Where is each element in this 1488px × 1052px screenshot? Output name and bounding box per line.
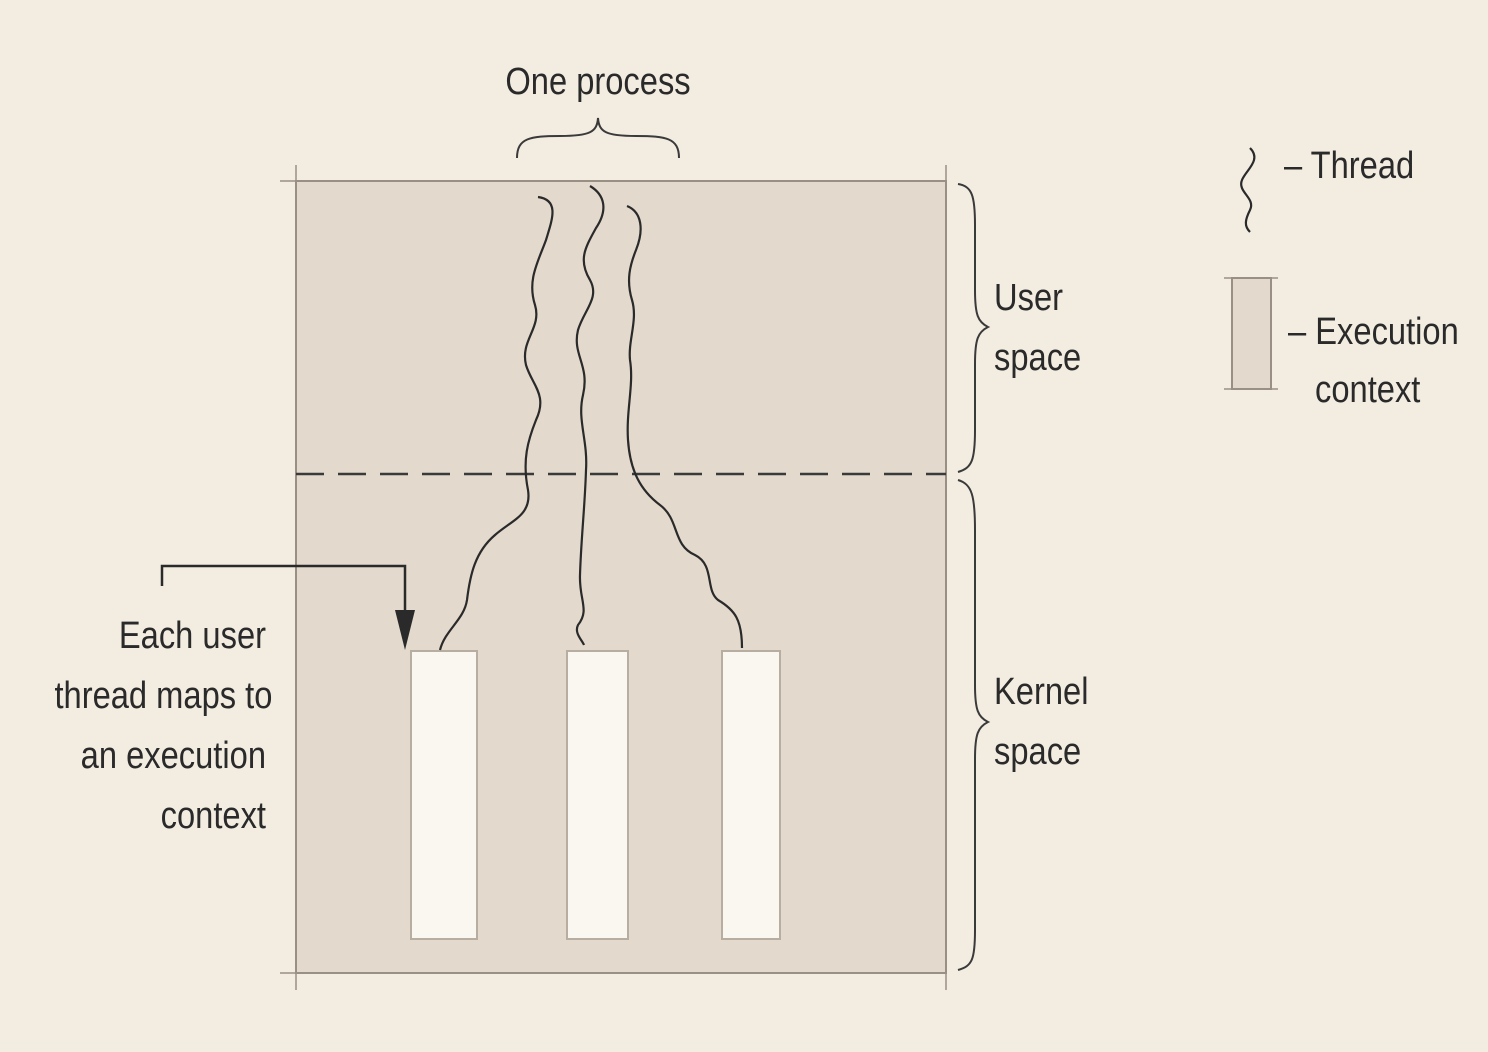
kernel-space-label-line2: space xyxy=(994,731,1082,773)
execution-context-3 xyxy=(721,650,781,940)
thread-1 xyxy=(438,195,554,651)
execution-context-2 xyxy=(566,650,629,940)
execution-context-1 xyxy=(410,650,478,940)
user-space-brace xyxy=(957,183,991,473)
annotation-line4: context xyxy=(160,795,266,837)
kernel-space-brace xyxy=(957,479,991,971)
kernel-space-label-line1: Kernel xyxy=(994,671,1089,713)
legend-thread-icon xyxy=(1240,147,1256,233)
user-space-label-line2: space xyxy=(994,337,1082,379)
corner-ticks xyxy=(280,165,947,990)
annotation-line2: thread maps to xyxy=(54,675,273,717)
annotation-line1: Each user xyxy=(118,615,266,657)
legend-execution-context-label-line1: – Execution xyxy=(1288,311,1459,353)
thread-2 xyxy=(575,185,605,646)
thread-3 xyxy=(626,204,744,649)
annotation-arrow xyxy=(160,564,415,650)
legend-execution-context-icon xyxy=(1224,277,1278,390)
user-space-label-line1: User xyxy=(994,277,1064,319)
one-process-brace xyxy=(516,117,680,159)
legend-thread-label: – Thread xyxy=(1284,145,1415,187)
one-process-label: One process xyxy=(505,61,691,103)
legend-execution-context-label-line2: context xyxy=(1315,369,1421,411)
annotation-line3: an execution xyxy=(80,735,266,777)
